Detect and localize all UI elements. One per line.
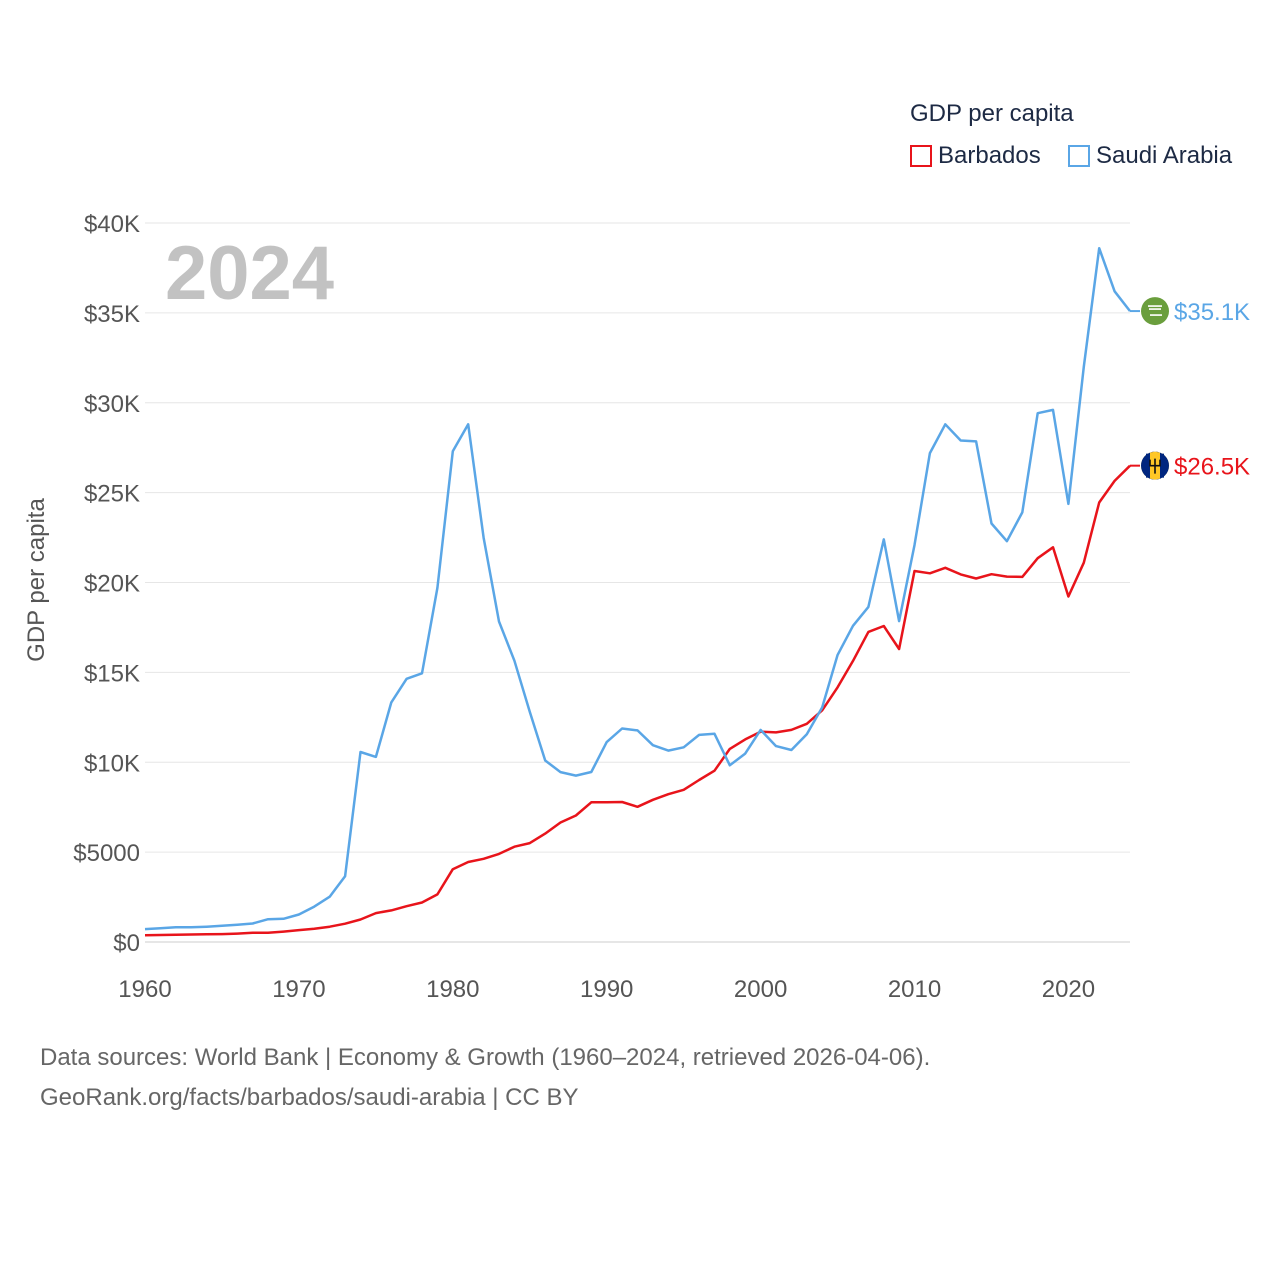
series-lines [144,246,1131,937]
year-label: 2024 [165,231,334,316]
y-tick-label: $35K [84,301,140,328]
gridlines [145,222,1130,943]
x-tick-label: 1970 [272,976,325,1003]
x-tick-label: 1990 [580,976,633,1003]
x-tick-label: 2020 [1042,976,1095,1003]
legend-item-saudi-arabia[interactable]: Saudi Arabia [1068,142,1232,170]
x-axis-ticks: 1960 1970 1980 1990 2000 2010 2020 [118,976,1095,1003]
y-axis-ticks: $0 $5000 $10K $15K $20K $25K $30K $35K $40K [73,211,140,957]
y-tick-label: $5000 [73,840,140,867]
y-tick-label: $0 [113,930,140,957]
x-tick-label: 1980 [426,976,479,1003]
footer-sources: Data sources: World Bank | Economy & Gro… [40,1044,931,1071]
y-tick-label: $30K [84,391,140,418]
x-tick-label: 2010 [888,976,941,1003]
saudi-arabia-flag-icon [1141,297,1169,326]
y-tick-label: $10K [84,750,140,777]
y-tick-label: $25K [84,481,140,508]
y-tick-label: $20K [84,571,140,598]
y-axis-label: GDP per capita [23,498,50,662]
legend-title: GDP per capita [910,100,1074,127]
footer-attribution[interactable]: GeoRank.org/facts/barbados/saudi-arabia … [40,1084,579,1111]
end-value-label-saudi-arabia: $35.1K [1174,299,1250,326]
legend-swatch-barbados [910,145,932,167]
y-tick-label: $15K [84,660,140,687]
legend-item-barbados[interactable]: Barbados [910,142,1041,170]
end-markers: $26.5K $35.1K [1130,297,1250,481]
legend-swatch-saudi-arabia [1068,145,1090,167]
series-line-barbados [144,464,1131,937]
legend-label-barbados: Barbados [938,142,1041,169]
series-line-saudi-arabia [144,246,1131,931]
x-tick-label: 1960 [118,976,171,1003]
legend-label-saudi-arabia: Saudi Arabia [1096,142,1233,169]
x-tick-label: 2000 [734,976,787,1003]
y-tick-label: $40K [84,211,140,238]
barbados-flag-icon [1141,451,1169,480]
end-value-label-barbados: $26.5K [1174,454,1250,481]
